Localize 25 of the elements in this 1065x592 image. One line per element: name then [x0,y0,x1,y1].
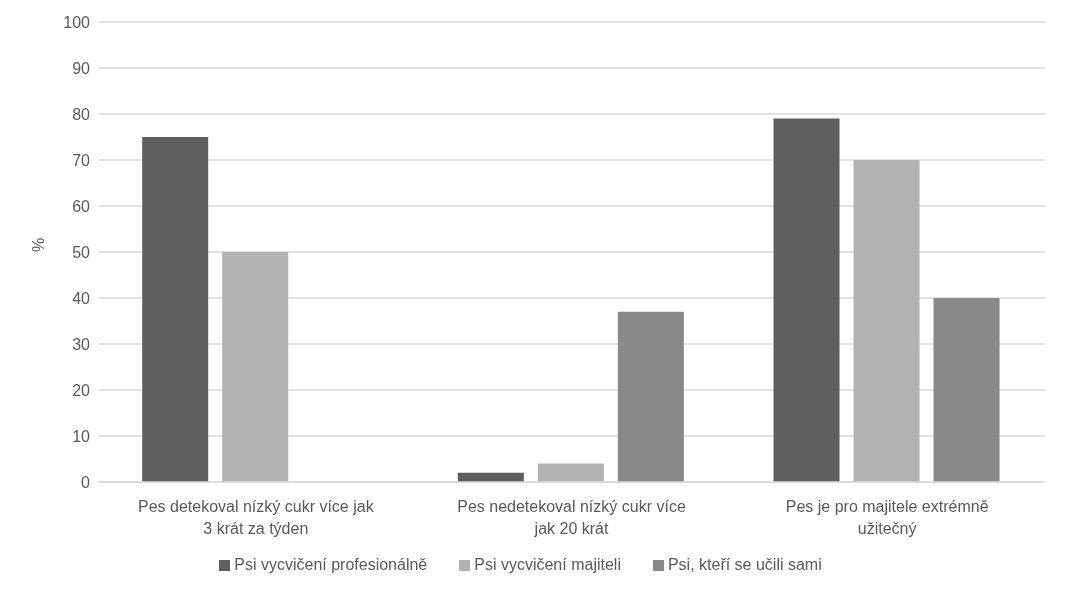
y-tick-label: 10 [72,427,91,445]
y-tick-label: 70 [72,151,91,169]
y-tick-label: 20 [72,381,91,399]
y-tick-label: 0 [81,473,91,491]
x-tick-label: Pes detekoval nízký cukr více jak 3 krát za týden [138,498,375,537]
bar [222,252,289,482]
y-tick-label: 90 [72,59,91,77]
legend-label: Psi vycvičení majiteli [474,556,621,573]
bar [142,137,209,482]
bar [933,298,1000,482]
legend-label: Psi, kteří se učili sami [667,556,822,573]
bar [537,463,604,482]
y-tick-label: 50 [72,243,91,261]
y-tick-label: 60 [72,197,91,215]
y-tick-label: 100 [63,13,91,31]
y-tick-label: 80 [72,105,91,123]
y-tick-label: 30 [72,335,91,353]
y-axis-title: % [29,237,47,252]
y-tick-label: 40 [72,289,91,307]
x-tick-label: Pes je pro majitele extrémně užitečný [785,498,989,537]
bar [773,118,840,482]
bar [617,311,684,482]
legend-label: Psi vycvičení profesionálně [234,556,428,573]
bar [853,160,920,482]
x-tick-label: Pes nedetekoval nízký cukr více jak 20 krát [457,498,686,537]
